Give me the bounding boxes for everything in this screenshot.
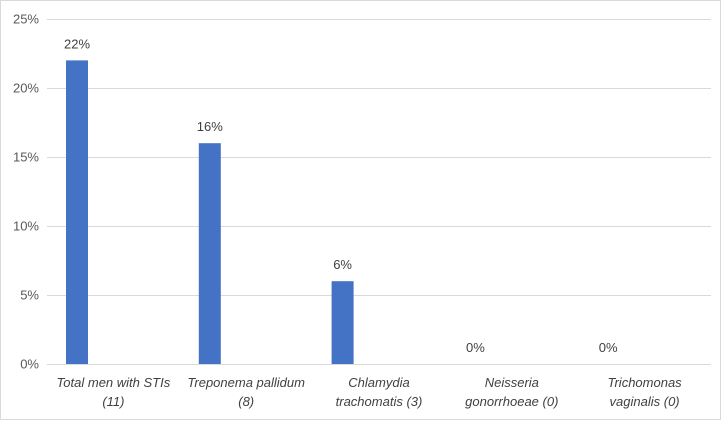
x-tick-label: (11) xyxy=(102,394,124,409)
x-tick-label: Treponema pallidum xyxy=(187,375,305,390)
y-tick-label: 0% xyxy=(20,357,39,372)
y-tick-label: 15% xyxy=(13,150,39,165)
bar[interactable] xyxy=(66,60,88,365)
x-tick-label: vaginalis (0) xyxy=(610,394,680,409)
x-tick-label: Chlamydia xyxy=(348,375,409,390)
bar[interactable] xyxy=(198,143,221,364)
x-tick-label: Total men with STIs xyxy=(57,375,171,390)
x-tick-label: Trichomonas xyxy=(608,375,683,390)
data-label: 16% xyxy=(197,119,223,134)
data-label: 22% xyxy=(64,36,90,51)
x-tick-label: Neisseria xyxy=(485,375,539,390)
x-tick-label: gonorrhoeae (0) xyxy=(465,394,558,409)
y-tick-label: 20% xyxy=(13,81,39,96)
bar[interactable] xyxy=(331,281,354,364)
data-label: 6% xyxy=(333,257,352,272)
y-tick-label: 5% xyxy=(20,288,39,303)
y-tick-label: 25% xyxy=(13,12,39,27)
data-label: 0% xyxy=(599,340,618,355)
x-tick-label: trachomatis (3) xyxy=(336,394,423,409)
data-label: 0% xyxy=(466,340,485,355)
x-tick-label: (8) xyxy=(238,394,254,409)
y-tick-label: 10% xyxy=(13,219,39,234)
